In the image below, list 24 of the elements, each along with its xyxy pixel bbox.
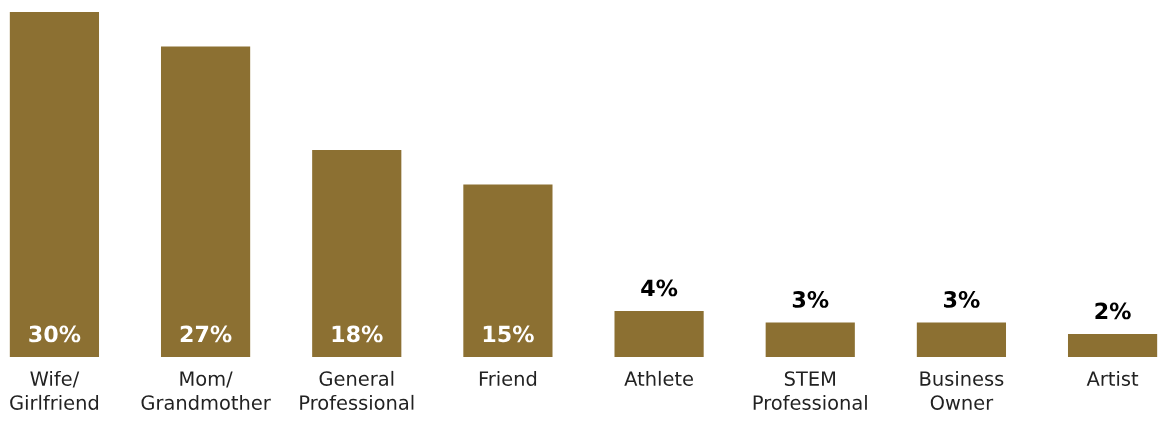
x-tick-label: Mom/ Grandmother — [141, 371, 271, 410]
bar — [312, 150, 402, 357]
data-label: 3% — [792, 291, 829, 308]
x-tick-label: Artist — [1086, 370, 1139, 386]
x-tick-label: STEM Professional — [753, 371, 867, 410]
x-tick-label: Wife/ Girlfriend — [10, 370, 99, 410]
x-tick-label: Friend — [479, 370, 537, 386]
x-tick-label: Business Owner — [920, 370, 1004, 410]
data-label: 4% — [641, 279, 678, 297]
bar — [463, 184, 553, 357]
data-label: 27% — [180, 325, 232, 343]
data-label: 30% — [29, 325, 81, 343]
data-label: 2% — [1095, 302, 1131, 320]
bar — [1067, 334, 1158, 357]
x-tick-label: General Professional — [300, 370, 414, 410]
data-label: 15% — [483, 325, 534, 343]
bar — [614, 311, 704, 357]
x-tick-label: Athlete — [624, 370, 693, 386]
data-label: 3% — [944, 291, 980, 308]
bar — [9, 12, 100, 357]
bar — [765, 322, 855, 357]
bar — [916, 322, 1007, 357]
data-label: 18% — [332, 325, 383, 343]
bar — [160, 46, 251, 357]
